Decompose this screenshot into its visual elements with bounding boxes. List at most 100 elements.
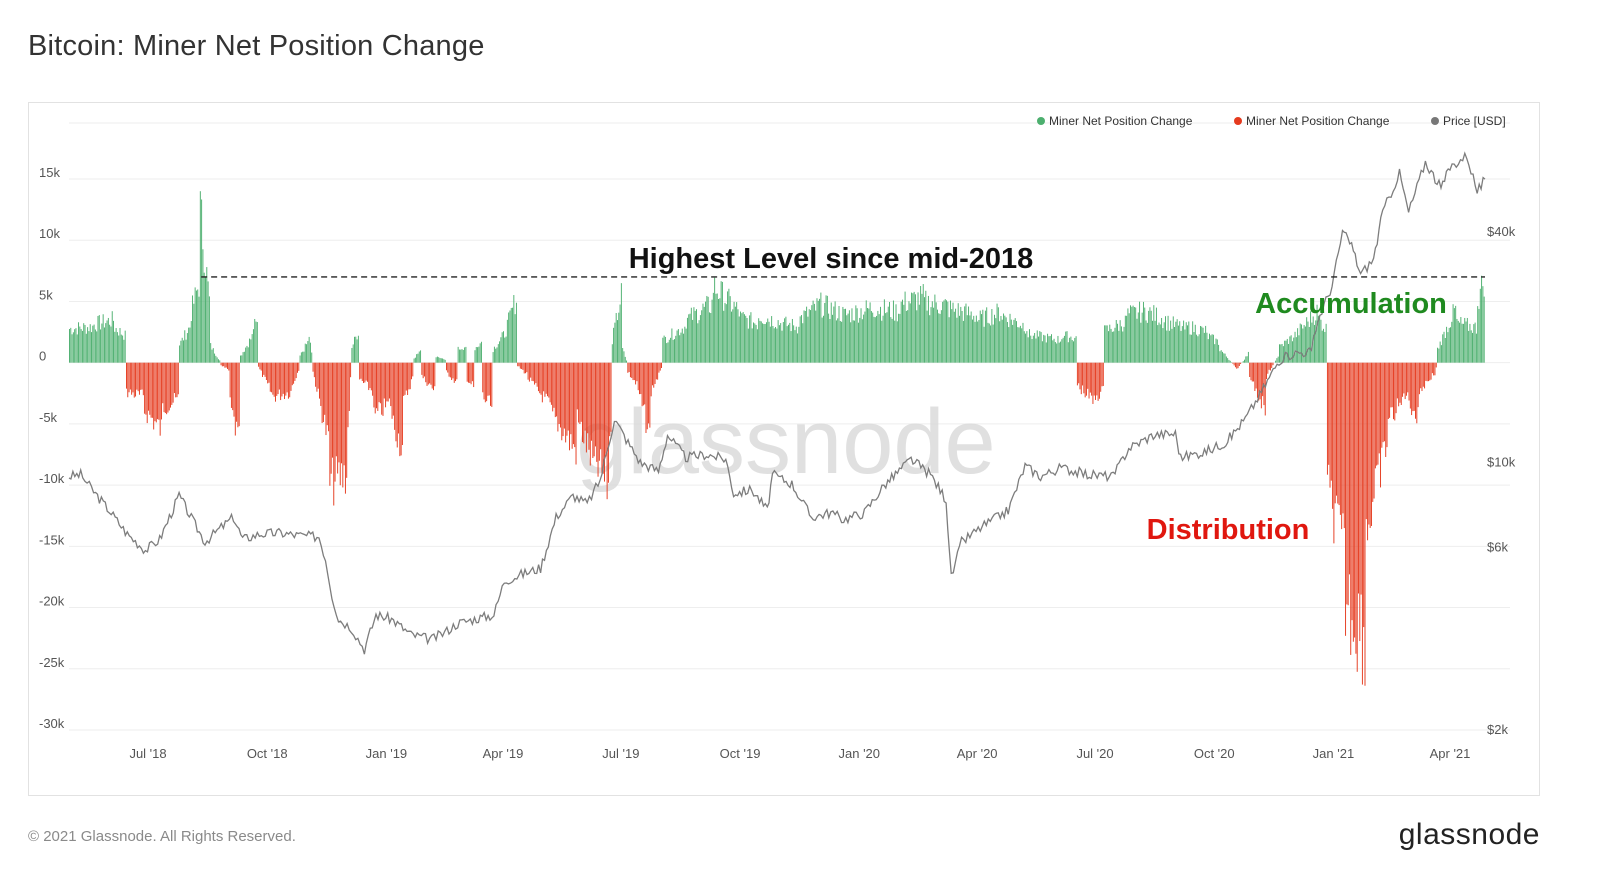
bar-positive — [1000, 315, 1002, 363]
bar-negative — [610, 362, 612, 432]
bar-positive — [1281, 343, 1283, 363]
bar-negative — [1251, 362, 1253, 382]
bar-positive — [70, 327, 72, 363]
bar-negative — [1101, 362, 1103, 387]
legend-marker — [1431, 117, 1439, 125]
bar-negative — [482, 362, 484, 393]
bar-positive — [1067, 342, 1069, 363]
bar-positive — [506, 319, 508, 363]
bar-positive — [952, 302, 954, 363]
accumulation-label: Accumulation — [1255, 288, 1447, 320]
bar-positive — [943, 300, 945, 363]
legend-label: Price [USD] — [1443, 114, 1506, 128]
bar-negative — [1232, 362, 1234, 364]
bar-negative — [176, 362, 178, 398]
bar-negative — [405, 362, 407, 391]
bar-positive — [927, 295, 929, 363]
bar-positive — [1148, 310, 1150, 363]
bar-positive — [1030, 335, 1032, 363]
legend-item[interactable]: Miner Net Position Change — [1234, 114, 1390, 128]
price-line — [68, 151, 1486, 655]
bar-positive — [1468, 330, 1470, 363]
bar-positive — [843, 309, 845, 363]
bar-positive — [803, 310, 805, 363]
bar-negative — [561, 362, 563, 441]
bar-positive — [679, 335, 681, 363]
bar-negative — [1363, 362, 1365, 628]
bar-positive — [781, 330, 783, 363]
bar-negative — [654, 362, 656, 384]
bar-positive — [765, 322, 767, 363]
bar-positive — [737, 309, 739, 363]
bar-negative — [1097, 362, 1099, 401]
bar-negative — [291, 362, 293, 386]
bar-positive — [971, 319, 973, 363]
bar-negative — [164, 362, 166, 414]
bar-negative — [329, 362, 331, 486]
bar-negative — [379, 362, 381, 404]
bar-positive — [1311, 322, 1313, 363]
bar-negative — [1403, 362, 1405, 394]
bar-positive — [1479, 288, 1481, 363]
bar-positive — [776, 328, 778, 363]
legend[interactable]: Miner Net Position Change Miner Net Posit… — [1037, 114, 1506, 128]
bar-positive — [1227, 358, 1229, 363]
bar-negative — [313, 362, 315, 378]
bar-negative — [166, 362, 168, 415]
bar-positive — [1313, 324, 1315, 363]
bar-negative — [563, 362, 565, 429]
bar-positive — [824, 302, 826, 363]
y2-tick-label: $40k — [1487, 224, 1516, 239]
bar-positive — [299, 355, 301, 363]
bar-positive — [947, 301, 949, 363]
bar-negative — [348, 362, 350, 411]
bar-positive — [896, 321, 898, 363]
bar-negative — [1266, 362, 1268, 380]
bar-positive — [716, 293, 718, 363]
bar-positive — [1210, 335, 1212, 363]
bar-negative — [220, 362, 222, 366]
bar-positive — [1069, 337, 1071, 363]
bar-positive — [708, 312, 710, 363]
bar-negative — [277, 362, 279, 395]
bar-negative — [565, 362, 567, 443]
bar-negative — [452, 362, 454, 379]
bar-negative — [1255, 362, 1257, 389]
brand-logo[interactable]: glassnode — [1398, 818, 1540, 851]
bar-positive — [1159, 324, 1161, 363]
bar-positive — [756, 329, 758, 363]
bar-positive — [622, 348, 624, 363]
bar-positive — [1144, 307, 1146, 363]
bar-positive — [1197, 336, 1199, 363]
legend-item[interactable]: Miner Net Position Change — [1037, 114, 1193, 128]
bar-positive — [1229, 360, 1231, 363]
bar-positive — [672, 339, 674, 363]
bar-negative — [456, 362, 458, 380]
bar-negative — [1337, 362, 1339, 504]
bar-negative — [359, 362, 361, 380]
bar-positive — [1464, 317, 1466, 363]
bar-positive — [778, 325, 780, 363]
bar-positive — [1139, 301, 1141, 363]
y-tick-label: -20k — [39, 594, 65, 609]
bar-negative — [334, 362, 336, 482]
bar-negative — [629, 362, 631, 378]
bar-positive — [87, 327, 89, 363]
bar-negative — [649, 362, 651, 428]
bar-positive — [1133, 307, 1135, 363]
bar-positive — [1158, 322, 1160, 363]
copyright: © 2021 Glassnode. All Rights Reserved. — [28, 828, 296, 845]
bar-positive — [1117, 323, 1119, 363]
bar-positive — [1211, 334, 1213, 363]
bar-negative — [605, 362, 607, 457]
x-tick-label: Jul '19 — [602, 746, 639, 761]
legend-item[interactable]: Price [USD] — [1431, 114, 1506, 128]
bar-positive — [734, 306, 736, 363]
bar-positive — [505, 336, 507, 363]
bar-negative — [645, 362, 647, 433]
bar-positive — [848, 310, 850, 363]
bar-positive — [1034, 332, 1036, 363]
bar-negative — [531, 362, 533, 381]
bar-positive — [815, 310, 817, 363]
bar-negative — [447, 362, 449, 373]
